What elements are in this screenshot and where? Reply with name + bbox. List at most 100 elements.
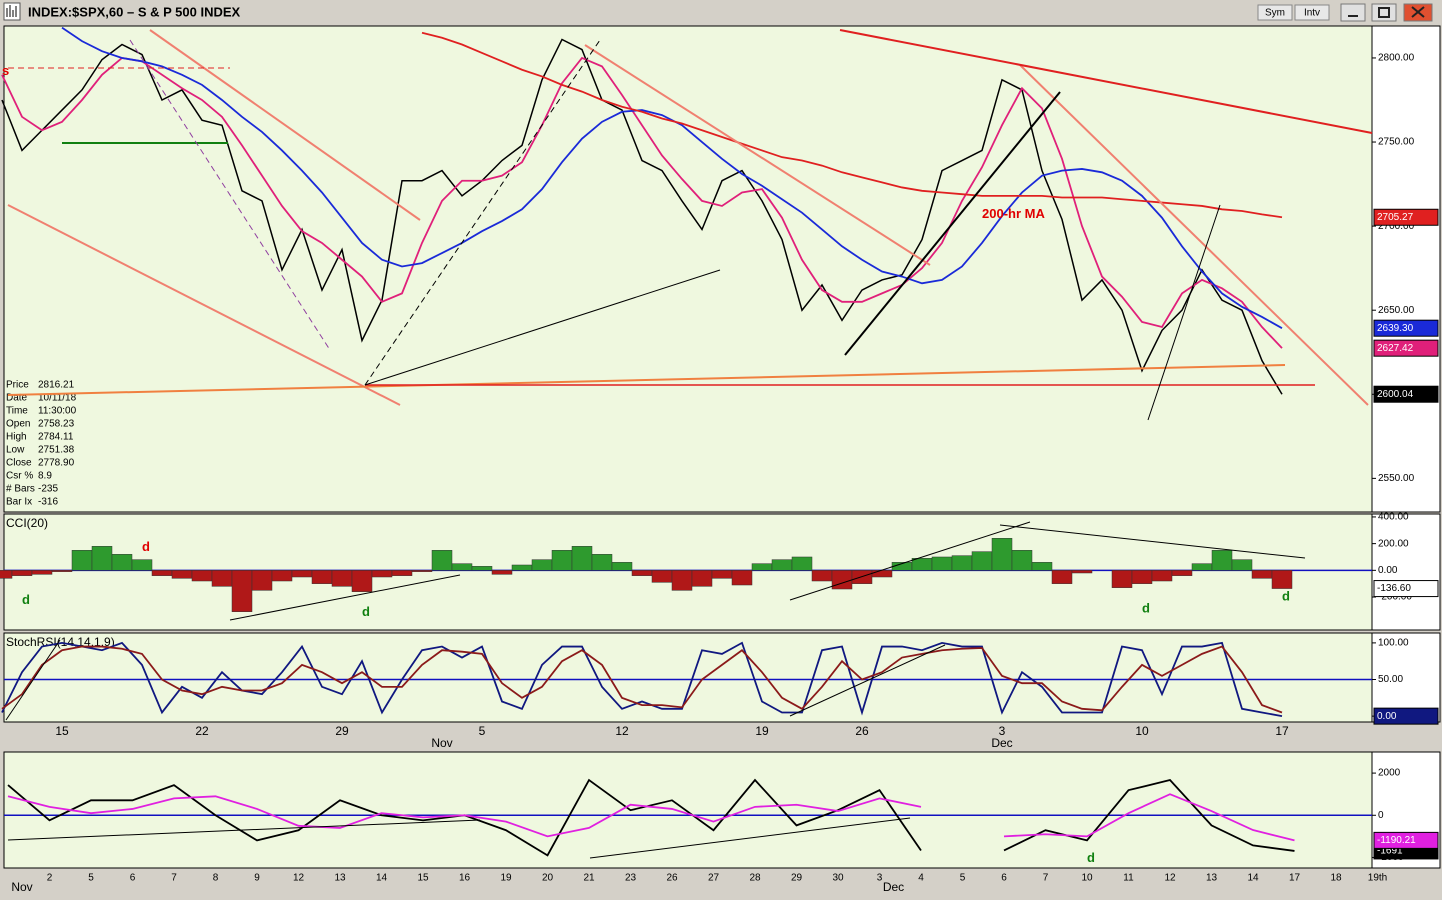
x-tick-label: 3: [877, 873, 883, 884]
x-tick-label: 29: [335, 724, 349, 738]
info-label: Bar Ix: [6, 497, 32, 508]
x-tick-label: 22: [195, 724, 209, 738]
cci-bar: [671, 570, 693, 591]
title-bar: [0, 0, 1442, 24]
cci-bar: [1271, 570, 1293, 589]
intv-button[interactable]: [1294, 4, 1330, 21]
info-label: # Bars: [6, 484, 35, 495]
x-tick-label: 19: [755, 724, 769, 738]
x-tick-label: 26: [855, 724, 869, 738]
last-value-box: [1373, 831, 1439, 849]
x-tick-label: 6: [1001, 873, 1007, 884]
info-label: Csr %: [6, 471, 33, 482]
series-line: [421, 31, 1283, 219]
last-value-label: -1190.21: [1377, 835, 1416, 846]
info-value: 2816.21: [38, 380, 75, 391]
cci-bar: [511, 564, 533, 571]
cci-bar: [971, 551, 993, 571]
x-tick-label: 4: [918, 873, 924, 884]
cci-bar: [411, 570, 433, 572]
x-tick-label: 11: [1123, 873, 1134, 884]
series-line: [1, 645, 1283, 714]
series-line: [1, 38, 1283, 395]
y-tick-label: 200.00: [1378, 538, 1409, 549]
y-tick-label: 2650.00: [1378, 305, 1415, 316]
cci-bar: [731, 570, 753, 586]
cci-bar: [0, 570, 13, 579]
cci-bar: [711, 570, 733, 579]
annotation: d: [1282, 589, 1290, 604]
maximize-button[interactable]: [1371, 3, 1397, 22]
y-tick-label: 2550.00: [1378, 473, 1415, 484]
cci-bar: [1111, 570, 1133, 588]
annotation: s: [2, 63, 9, 78]
annotation: d: [22, 592, 30, 607]
cci-bar: [811, 570, 833, 582]
info-value: -235: [38, 484, 58, 495]
info-label: Close: [6, 458, 32, 469]
sym-label[interactable]: Sym: [1265, 8, 1285, 19]
x-tick-label: 19th: [1368, 873, 1387, 884]
x-tick-label: 10: [1135, 724, 1149, 738]
x-tick-label: 23: [625, 873, 637, 884]
annotation: 200-hr MA: [982, 206, 1045, 221]
x-tick-label: 12: [1164, 873, 1176, 884]
x-tick-label: 14: [376, 873, 388, 884]
x-tick-label: 5: [88, 873, 94, 884]
y-tick-label: 0: [1378, 810, 1384, 821]
x-tick-label: 7: [1043, 873, 1049, 884]
y-tick-label: 0.00: [1378, 565, 1398, 576]
x-tick-label: 20: [542, 873, 554, 884]
annotation: d: [142, 539, 150, 554]
last-value-label: -136.60: [1377, 583, 1411, 594]
cci-bar: [831, 570, 853, 590]
x-tick-label: 26: [666, 873, 678, 884]
x-tick-label: 14: [1247, 873, 1259, 884]
x-tick-label: 16: [459, 873, 471, 884]
cci-bar: [111, 554, 133, 571]
cci-bar: [451, 563, 473, 571]
cci-bar: [1191, 563, 1213, 571]
minimize-button[interactable]: [1340, 3, 1366, 22]
cci-bar: [1071, 570, 1093, 574]
cci-bar: [1031, 562, 1053, 571]
info-label: Date: [6, 393, 28, 404]
x-tick-label: 3: [999, 724, 1006, 738]
intv-label[interactable]: Intv: [1304, 8, 1320, 19]
month-label: Nov: [11, 880, 32, 894]
last-value-box: [1373, 319, 1439, 337]
y-tick-label: 400.00: [1378, 512, 1409, 523]
cci-bar: [371, 570, 393, 578]
x-tick-label: 9: [254, 873, 260, 884]
cci-bar: [911, 558, 933, 571]
cci-bar: [491, 570, 513, 575]
cci-bar: [1011, 550, 1033, 571]
cci-bar: [151, 570, 173, 576]
cci-bar: [291, 570, 313, 578]
cci-bar: [131, 559, 153, 571]
cci-bar: [331, 570, 353, 587]
sym-button[interactable]: [1257, 4, 1293, 21]
info-label: Time: [6, 406, 28, 417]
cci-bar: [1051, 570, 1073, 584]
y-tick-label: -200.00: [1378, 592, 1412, 603]
cci-bar: [931, 556, 953, 571]
cci-bar: [1151, 570, 1173, 582]
panel-background: [3, 751, 1373, 869]
info-value: 2784.11: [38, 432, 74, 443]
app-icon: [3, 2, 21, 21]
annotation: d: [1087, 850, 1095, 865]
y-tick-label: 2800.00: [1378, 53, 1415, 64]
cci-bar: [631, 570, 653, 576]
last-value-box: [1373, 339, 1439, 357]
window-button-icons: [1348, 6, 1425, 18]
axis-background: [1371, 25, 1441, 513]
x-tick-label: 30: [832, 873, 844, 884]
x-tick-label: 18: [1330, 873, 1342, 884]
axis-background: [1371, 632, 1441, 723]
x-tick-label: 15: [417, 873, 429, 884]
axis-background: [1371, 513, 1441, 631]
last-value-box: [1373, 580, 1439, 598]
cci-bar: [951, 555, 973, 571]
cci-bar: [471, 566, 493, 571]
